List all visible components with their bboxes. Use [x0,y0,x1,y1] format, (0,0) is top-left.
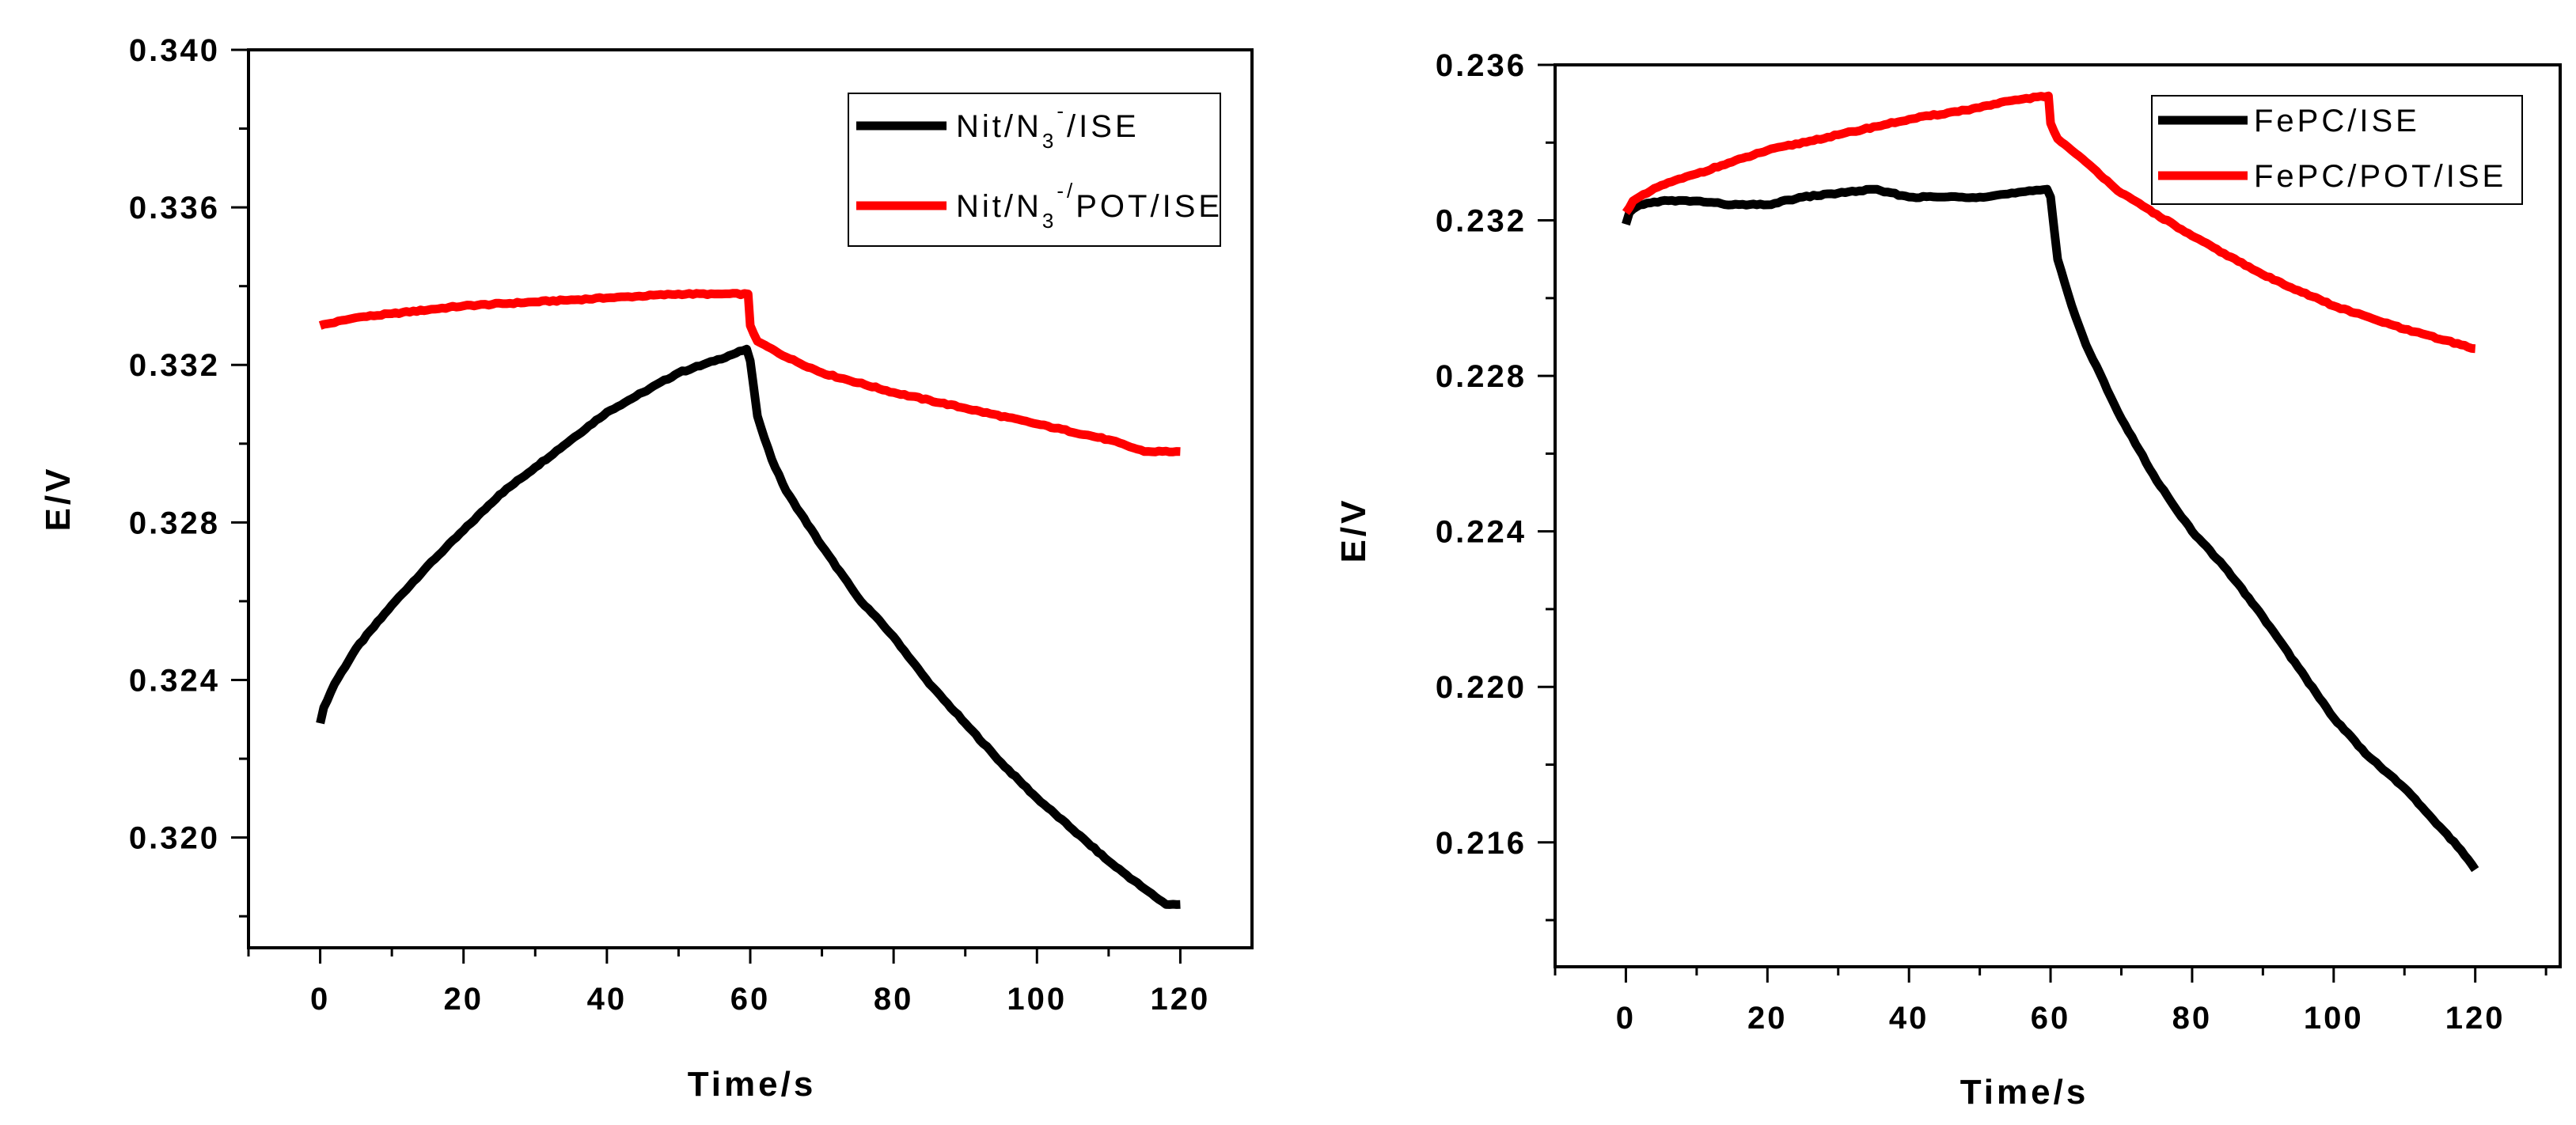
right-series-lines [1622,91,2479,873]
right-x-tick-label: 60 [2031,1001,2071,1036]
left-axis-ticks [231,48,1182,964]
left-legend-0-part-b: /ISE [1067,109,1140,144]
right-y-tick-label: 0.220 [1436,670,1527,705]
right-y-tick-labels: 0.216 0.220 0.224 0.228 0.232 0.236 [1436,48,1527,861]
right-y-tick-label: 0.236 [1436,48,1527,83]
right-chart-panel: 0.216 0.220 0.224 0.228 0.232 0.236 0 20 40 60 80… [1334,48,2562,1112]
left-legend-0-part-a: Nit/N [956,109,1042,144]
left-legend-1-part-a: Nit/N [956,189,1042,224]
right-legend-box [2151,95,2523,205]
right-y-tick-label: 0.216 [1436,826,1527,861]
right-x-tick-label: 40 [1889,1001,1929,1036]
left-series-line-1 [318,289,1182,456]
right-legend: FePC/ISE FePC/POT/ISE [2151,95,2523,205]
left-legend-box [848,93,1221,247]
left-legend-label-0: Nit/N3-/ISE [956,99,1140,153]
left-y-tick-labels: 0.320 0.324 0.328 0.332 0.336 0.340 [129,33,220,856]
right-legend-label-1: FePC/POT/ISE [2254,159,2506,194]
right-y-tick-label: 0.232 [1436,204,1527,239]
left-legend-1-sup: -/ [1057,179,1076,203]
left-series-line-0 [316,344,1182,909]
right-x-tick-label: 0 [1616,1001,1636,1036]
left-x-tick-label: 0 [310,982,330,1017]
right-x-tick-labels: 0 20 40 60 80 100 120 [1616,1001,2506,1036]
left-x-axis-title: Time/s [688,1065,817,1104]
right-x-tick-label: 80 [2172,1001,2213,1036]
left-x-tick-label: 20 [443,982,484,1017]
left-y-tick-label: 0.336 [129,191,220,225]
left-x-tick-label: 60 [730,982,771,1017]
right-x-tick-label: 120 [2445,1001,2506,1036]
left-x-tick-label: 40 [587,982,628,1017]
right-y-tick-label: 0.224 [1436,515,1527,550]
right-series-line-1 [1622,91,2476,354]
left-legend-1-part-b: POT/ISE [1076,189,1223,224]
left-legend-0-sub: 3 [1042,129,1057,153]
left-y-tick-label: 0.324 [129,663,220,698]
left-series-lines [316,289,1182,909]
right-plot-frame [1554,63,2562,968]
left-y-tick-label: 0.332 [129,348,220,383]
left-y-axis-title: E/V [39,466,78,532]
left-y-tick-label: 0.320 [129,821,220,856]
right-y-tick-label: 0.228 [1436,359,1527,394]
right-series-line-0 [1622,184,2479,873]
left-x-tick-label: 100 [1007,982,1067,1017]
right-x-axis-title: Time/s [1960,1073,2089,1112]
left-legend-label-1: Nit/N3-/POT/ISE [956,179,1223,233]
right-y-axis-title: E/V [1334,498,1373,563]
left-y-tick-label: 0.340 [129,33,220,68]
left-legend-1-sub: 3 [1042,209,1057,233]
left-x-tick-label: 120 [1151,982,1211,1017]
left-x-tick-label: 80 [874,982,914,1017]
right-x-tick-label: 20 [1747,1001,1788,1036]
left-y-tick-label: 0.328 [129,506,220,540]
right-x-tick-label: 100 [2304,1001,2364,1036]
left-legend-0-sup: - [1057,99,1067,123]
right-legend-label-0: FePC/ISE [2254,104,2420,138]
left-x-tick-labels: 0 20 40 60 80 100 120 [310,982,1211,1017]
left-legend: Nit/N3-/ISE Nit/N3-/POT/ISE [848,93,1223,247]
right-axis-ticks [1538,63,2548,983]
left-chart-panel: 0.320 0.324 0.328 0.332 0.336 0.340 0 20 40 60 80… [39,33,1254,1104]
